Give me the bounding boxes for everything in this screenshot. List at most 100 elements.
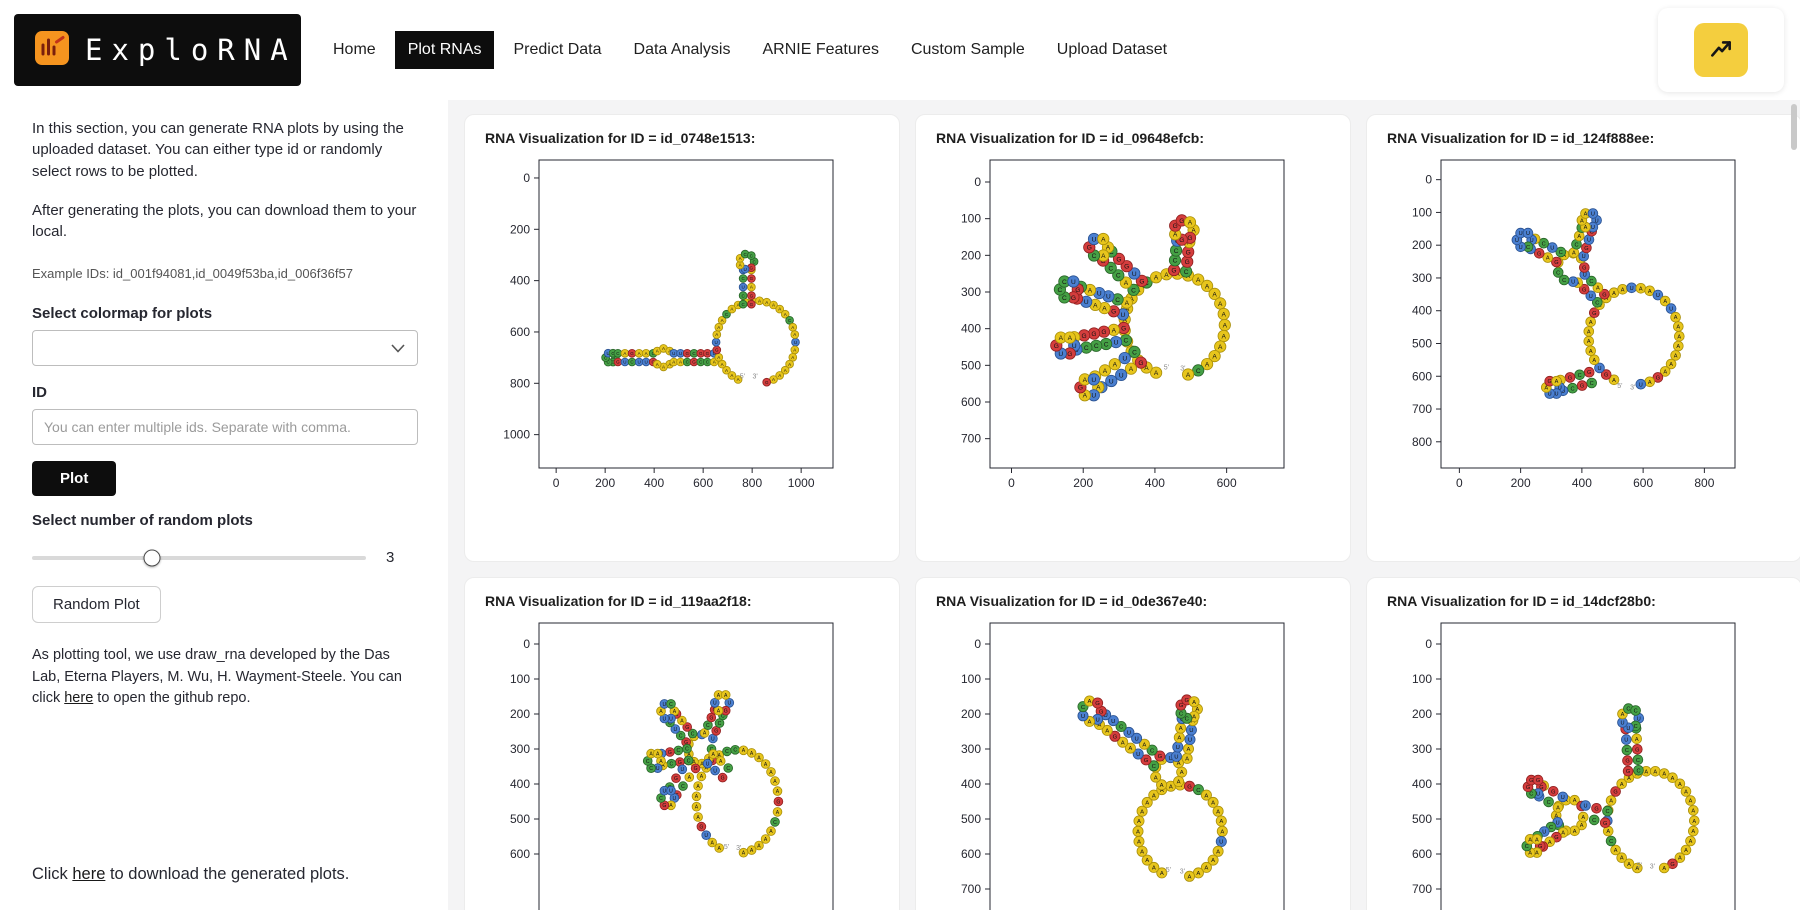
rna-plot-card: RNA Visualization for ID = id_119aa2f18:… bbox=[464, 577, 900, 910]
svg-text:U: U bbox=[706, 761, 710, 767]
svg-text:C: C bbox=[1626, 707, 1630, 713]
svg-text:A: A bbox=[757, 755, 761, 761]
svg-text:5': 5' bbox=[724, 844, 729, 851]
svg-text:A: A bbox=[1185, 757, 1189, 763]
svg-text:U: U bbox=[1132, 271, 1137, 278]
svg-text:U: U bbox=[1558, 386, 1562, 392]
plot-button[interactable]: Plot bbox=[32, 461, 117, 497]
svg-text:600: 600 bbox=[1217, 476, 1237, 490]
svg-text:C: C bbox=[1595, 300, 1599, 306]
svg-text:C: C bbox=[1196, 368, 1201, 375]
svg-text:G: G bbox=[714, 729, 718, 735]
svg-text:A: A bbox=[700, 774, 704, 780]
svg-text:A: A bbox=[1152, 793, 1156, 799]
svg-text:A: A bbox=[737, 377, 740, 382]
svg-text:100: 100 bbox=[961, 212, 981, 226]
svg-text:A: A bbox=[1648, 289, 1652, 295]
download-link[interactable]: here bbox=[72, 865, 106, 883]
svg-text:300: 300 bbox=[510, 742, 530, 756]
svg-text:G: G bbox=[1587, 370, 1591, 376]
download-pre: Click bbox=[32, 865, 73, 883]
svg-text:U: U bbox=[1091, 393, 1096, 400]
svg-text:C: C bbox=[1526, 245, 1530, 251]
nav-upload-dataset[interactable]: Upload Dataset bbox=[1056, 41, 1168, 58]
random-plots-label: Select number of random plots bbox=[32, 512, 253, 530]
svg-text:C: C bbox=[726, 766, 730, 772]
random-plot-button[interactable]: Random Plot bbox=[32, 586, 161, 624]
github-link[interactable]: here bbox=[64, 689, 94, 706]
svg-text:G: G bbox=[1554, 835, 1558, 841]
svg-text:U: U bbox=[1637, 716, 1641, 722]
slider-thumb[interactable] bbox=[143, 549, 161, 567]
svg-text:3': 3' bbox=[1630, 384, 1635, 391]
nav-data-analysis[interactable]: Data Analysis bbox=[633, 41, 731, 58]
svg-text:200: 200 bbox=[510, 222, 530, 236]
svg-text:C: C bbox=[649, 766, 653, 772]
chart-shortcut-button[interactable] bbox=[1694, 23, 1748, 77]
svg-text:C: C bbox=[606, 360, 610, 365]
scrollbar[interactable] bbox=[1791, 104, 1797, 150]
svg-text:U: U bbox=[1127, 731, 1131, 737]
svg-text:A: A bbox=[1188, 874, 1192, 880]
svg-text:5': 5' bbox=[1166, 867, 1171, 874]
svg-text:G: G bbox=[616, 360, 620, 365]
svg-text:A: A bbox=[669, 803, 673, 809]
svg-text:C: C bbox=[1132, 349, 1137, 356]
svg-text:A: A bbox=[1145, 801, 1149, 807]
svg-text:200: 200 bbox=[961, 707, 981, 721]
svg-text:C: C bbox=[1058, 287, 1063, 294]
nav-home[interactable]: Home bbox=[333, 41, 376, 58]
svg-text:G: G bbox=[684, 740, 688, 746]
svg-text:100: 100 bbox=[510, 672, 530, 686]
download-text: Click here to download the generated plo… bbox=[32, 865, 418, 884]
svg-text:A: A bbox=[1676, 344, 1680, 350]
svg-text:200: 200 bbox=[1412, 707, 1432, 721]
svg-text:G: G bbox=[1568, 376, 1572, 382]
svg-text:U: U bbox=[1536, 792, 1540, 798]
svg-text:5': 5' bbox=[1637, 862, 1642, 869]
svg-text:U: U bbox=[1091, 377, 1096, 384]
svg-text:A: A bbox=[1188, 220, 1193, 227]
svg-text:G: G bbox=[1078, 385, 1083, 392]
colormap-select[interactable] bbox=[32, 330, 418, 367]
svg-text:A: A bbox=[695, 794, 699, 800]
svg-text:A: A bbox=[742, 748, 746, 754]
svg-text:A: A bbox=[1164, 272, 1169, 279]
nav-custom-sample[interactable]: Custom Sample bbox=[910, 41, 1025, 58]
svg-text:U: U bbox=[1556, 820, 1560, 826]
nav-predict-data[interactable]: Predict Data bbox=[513, 41, 602, 58]
svg-text:U: U bbox=[663, 716, 667, 722]
nav-arnie-features[interactable]: ARNIE Features bbox=[762, 41, 879, 58]
rna-plot-card: RNA Visualization for ID = id_124f888ee:… bbox=[1366, 114, 1800, 562]
chevron-down-icon bbox=[391, 344, 405, 353]
id-input[interactable] bbox=[32, 409, 418, 446]
svg-text:A: A bbox=[750, 285, 753, 290]
svg-text:C: C bbox=[1529, 792, 1533, 798]
svg-text:C: C bbox=[681, 784, 685, 790]
svg-text:C: C bbox=[750, 253, 754, 258]
svg-text:A: A bbox=[772, 377, 775, 382]
svg-text:U: U bbox=[1530, 238, 1534, 244]
svg-text:C: C bbox=[1119, 725, 1124, 731]
svg-text:U: U bbox=[623, 360, 626, 365]
svg-text:A: A bbox=[1674, 354, 1678, 360]
svg-text:5': 5' bbox=[1164, 365, 1169, 372]
nav-plot-rnas[interactable]: Plot RNAs bbox=[394, 31, 495, 69]
svg-text:A: A bbox=[721, 318, 724, 323]
svg-text:C: C bbox=[1108, 265, 1113, 272]
svg-text:A: A bbox=[1561, 831, 1565, 837]
svg-text:200: 200 bbox=[595, 476, 615, 490]
slider-track[interactable] bbox=[32, 549, 366, 567]
svg-text:A: A bbox=[1614, 848, 1618, 854]
svg-text:U: U bbox=[1591, 225, 1595, 231]
app-logo: ExploRNA bbox=[14, 14, 301, 86]
svg-text:A: A bbox=[1535, 851, 1539, 857]
svg-text:C: C bbox=[718, 721, 722, 727]
svg-text:A: A bbox=[1142, 742, 1146, 748]
svg-text:G: G bbox=[1087, 245, 1092, 252]
svg-text:A: A bbox=[1572, 251, 1576, 257]
svg-text:400: 400 bbox=[1145, 476, 1165, 490]
svg-text:C: C bbox=[773, 820, 777, 826]
svg-text:C: C bbox=[677, 748, 681, 754]
svg-text:G: G bbox=[1144, 758, 1149, 764]
